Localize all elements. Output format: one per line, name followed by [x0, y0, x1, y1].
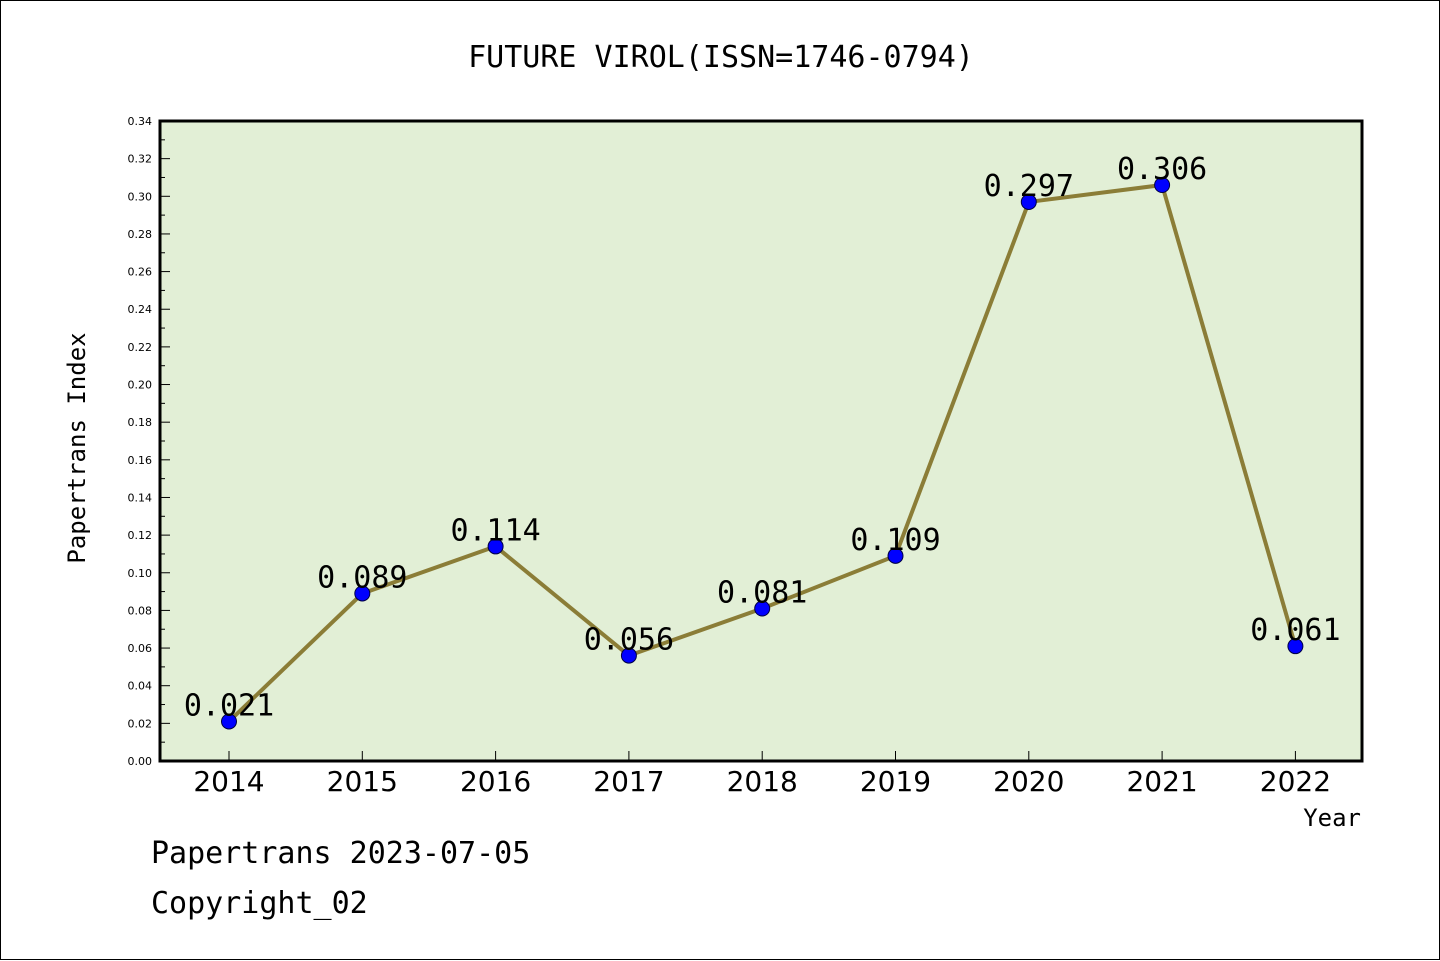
y-tick-label: 0.16 — [128, 454, 153, 467]
x-tick-label: 2021 — [1126, 765, 1197, 798]
plot-area — [160, 121, 1362, 761]
chart-title: FUTURE VIROL(ISSN=1746-0794) — [468, 40, 974, 75]
data-label-2020: 0.297 — [984, 169, 1074, 204]
data-label-2017: 0.056 — [584, 623, 674, 658]
footer-copyright: Copyright_02 — [151, 886, 368, 921]
data-label-2016: 0.114 — [450, 513, 540, 548]
y-tick-label: 0.22 — [128, 341, 153, 354]
footer-date: Papertrans 2023-07-05 — [151, 836, 531, 871]
y-tick-label: 0.06 — [128, 642, 153, 655]
data-point-2019 — [887, 547, 904, 564]
data-label-2015: 0.089 — [317, 560, 407, 595]
y-tick-label: 0.12 — [128, 529, 153, 542]
y-tick-label: 0.28 — [128, 228, 153, 241]
data-markers — [221, 177, 1304, 730]
y-tick-label: 0.14 — [128, 491, 153, 504]
data-point-2020 — [1020, 193, 1037, 210]
plot-border — [158, 119, 1364, 763]
x-tick-label: 2022 — [1260, 765, 1331, 798]
x-tick-label: 2016 — [460, 765, 531, 798]
y-tick-label: 0.10 — [128, 567, 153, 580]
x-tick-label: 2020 — [993, 765, 1064, 798]
y-tick-label: 0.26 — [128, 266, 153, 279]
x-tick-label: 2015 — [327, 765, 398, 798]
x-tick-label: 2018 — [727, 765, 798, 798]
y-tick-label: 0.34 — [128, 115, 153, 128]
y-tick-label: 0.30 — [128, 190, 153, 203]
data-label-2014: 0.021 — [184, 688, 274, 723]
data-point-2018 — [754, 600, 771, 617]
data-label-2018: 0.081 — [717, 576, 807, 611]
data-label-2019: 0.109 — [850, 523, 940, 558]
y-tick-label: 0.18 — [128, 416, 153, 429]
data-point-2016 — [487, 538, 504, 555]
x-axis-label: Year — [1303, 804, 1361, 832]
y-tick-label: 0.24 — [128, 303, 153, 316]
data-point-2022 — [1287, 638, 1304, 655]
data-point-2021 — [1154, 177, 1171, 193]
data-point-2017 — [620, 647, 637, 664]
x-axis: 2014 2015 2016 2017 2018 2019 2020 2021 2022 — [193, 751, 1331, 798]
y-axis: 0.00 0.02 0.04 0.06 0.08 0.10 0.12 0.14 0.16 0.18… — [128, 115, 170, 768]
x-tick-label: 2017 — [593, 765, 664, 798]
y-tick-label: 0.04 — [128, 680, 153, 693]
data-point-2015 — [354, 585, 371, 602]
y-tick-label: 0.20 — [128, 379, 153, 392]
x-tick-label: 2014 — [193, 765, 264, 798]
data-labels: 0.021 0.089 0.114 0.056 0.081 0.109 0.297 0.306… — [184, 152, 1341, 723]
y-tick-label: 0.08 — [128, 604, 153, 617]
y-axis-label: Papertrans Index — [63, 332, 91, 563]
y-tick-label: 0.02 — [128, 717, 153, 730]
y-tick-label: 0.00 — [128, 755, 153, 768]
x-tick-label: 2019 — [860, 765, 931, 798]
data-point-2014 — [221, 713, 237, 730]
y-tick-label: 0.32 — [128, 153, 153, 166]
data-label-2021: 0.306 — [1117, 152, 1207, 187]
data-label-2022: 0.061 — [1250, 613, 1340, 648]
